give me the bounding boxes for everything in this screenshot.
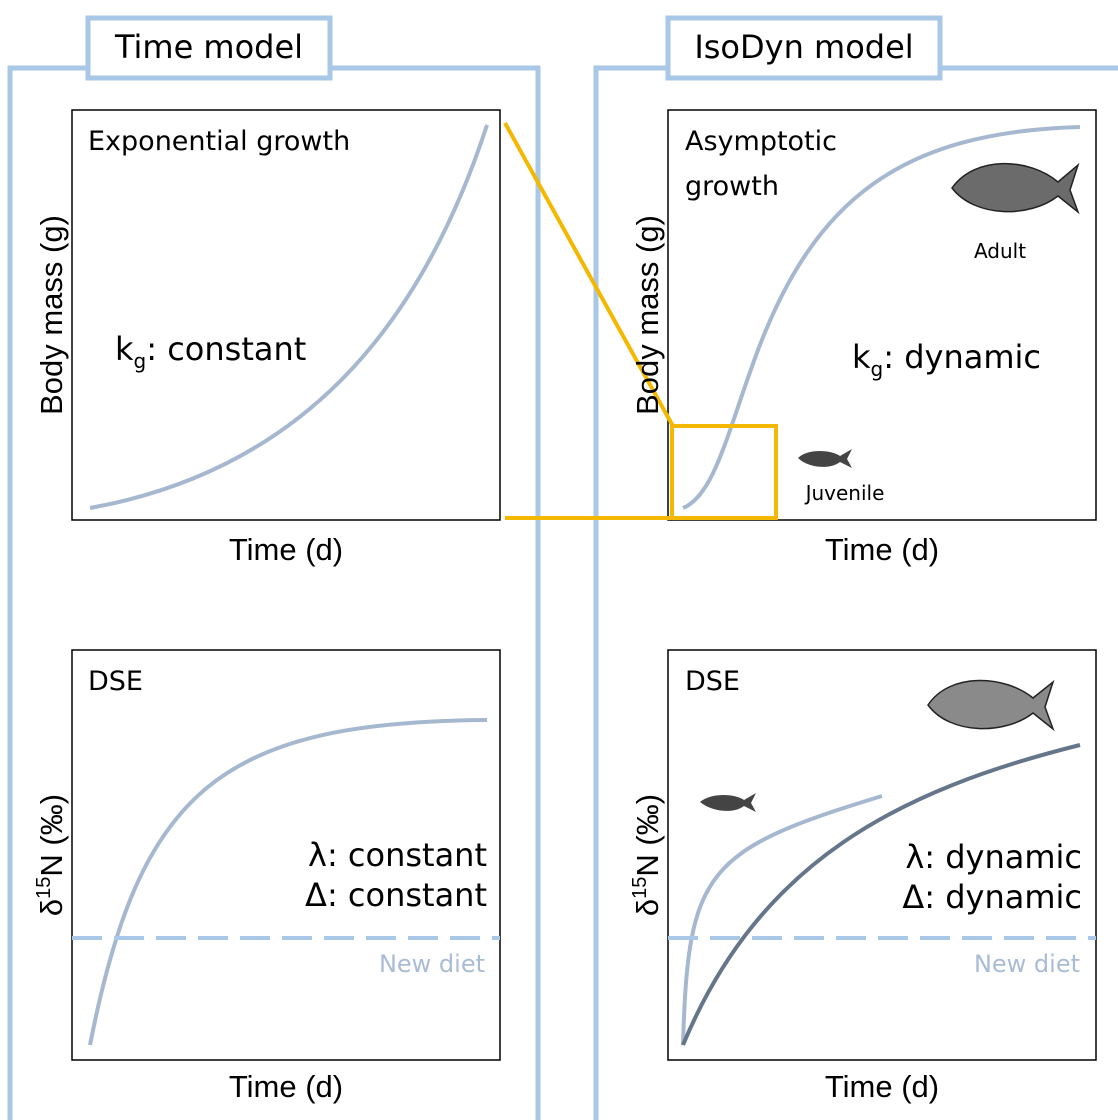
curve <box>681 743 1081 1046</box>
symbol: k <box>852 338 871 376</box>
text: : constant <box>146 330 306 368</box>
param-label: Δ: dynamic <box>902 878 1082 916</box>
title-box <box>85 15 333 81</box>
frame <box>593 65 1118 1120</box>
rate-label: kg: dynamic <box>852 338 1041 381</box>
curve <box>88 718 488 1046</box>
curve <box>89 124 489 510</box>
curve <box>682 125 1081 510</box>
x-axis-label: Time (d) <box>229 532 343 567</box>
y-axis-label: Body mass (g) <box>630 215 665 415</box>
adult-label: Adult <box>974 239 1026 263</box>
y-axis-label: δ15N (‰) <box>629 794 665 916</box>
title: Time model <box>114 28 303 66</box>
panel-label: DSE <box>685 666 740 697</box>
x-axis-label: Time (d) <box>825 1069 939 1104</box>
param-label: λ: dynamic <box>905 838 1082 876</box>
x-axis-label: Time (d) <box>825 532 939 567</box>
symbol: k <box>115 330 134 368</box>
juvenile-label: Juvenile <box>804 481 885 505</box>
param-label: λ: constant <box>308 836 487 874</box>
fish-adult <box>951 162 1080 215</box>
text: N (‰) <box>34 794 69 877</box>
rate-label: kg: constant <box>115 330 306 373</box>
fish-adult <box>927 679 1055 732</box>
y-axis-label: δ15N (‰) <box>33 794 69 916</box>
subscript: g <box>134 349 147 373</box>
fish-juvenile <box>700 793 756 812</box>
zoom-line <box>503 122 676 429</box>
panel-label: Asymptotic <box>685 126 837 157</box>
diet-label: New diet <box>974 950 1080 978</box>
fish-juvenile <box>798 449 852 468</box>
curve <box>681 794 883 1046</box>
x-axis-label: Time (d) <box>229 1069 343 1104</box>
plot <box>71 109 501 521</box>
panel-label: DSE <box>88 666 143 697</box>
text: N (‰) <box>630 794 665 877</box>
y-axis-label: Body mass (g) <box>34 215 69 415</box>
title-box <box>665 15 943 81</box>
diet-label: New diet <box>379 950 485 978</box>
plot <box>71 649 501 1061</box>
panel-label: Exponential growth <box>88 126 350 157</box>
param-label: Δ: constant <box>305 876 487 914</box>
title: IsoDyn model <box>694 28 913 66</box>
symbol: δ <box>34 899 69 916</box>
superscript: 15 <box>629 877 651 899</box>
subscript: g <box>871 357 884 381</box>
text: : dynamic <box>883 338 1041 376</box>
panel-label: growth <box>685 171 779 202</box>
superscript: 15 <box>33 877 55 899</box>
symbol: δ <box>630 899 665 916</box>
